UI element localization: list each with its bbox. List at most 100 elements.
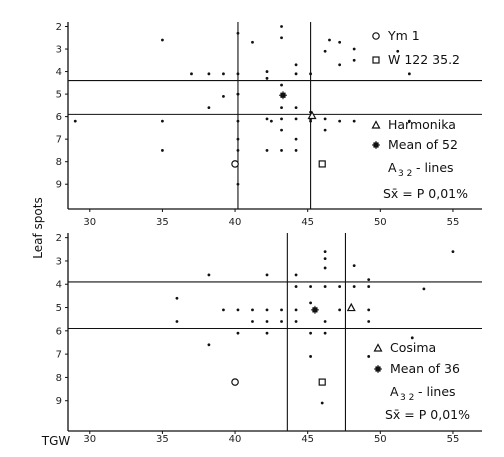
x-axis-label: TGW xyxy=(41,434,71,448)
data-point xyxy=(309,301,312,305)
data-point xyxy=(236,92,240,96)
data-point xyxy=(338,119,342,123)
x-tick-label: 55 xyxy=(447,434,460,445)
x-tick-label: 40 xyxy=(229,217,242,228)
data-point xyxy=(280,308,283,312)
data-point xyxy=(309,355,312,358)
data-point xyxy=(265,70,269,73)
data-point xyxy=(323,320,327,323)
data-point xyxy=(309,285,312,288)
data-point xyxy=(309,331,312,335)
legend-label-subscript: 3 2 xyxy=(398,169,412,179)
triangle-point xyxy=(373,343,383,352)
data-point xyxy=(338,285,342,288)
data-point xyxy=(323,285,327,288)
data-point xyxy=(338,308,342,312)
data-point xyxy=(251,320,254,323)
data-point xyxy=(207,273,211,277)
triangle-point xyxy=(346,302,356,312)
y-tick-label: 4 xyxy=(56,280,62,291)
legend-label: A xyxy=(390,384,399,399)
data-point xyxy=(207,106,211,110)
data-point xyxy=(367,278,371,281)
data-point xyxy=(323,128,327,132)
data-point xyxy=(222,94,225,98)
x-tick-label: 50 xyxy=(374,217,387,228)
data-point xyxy=(161,38,164,42)
data-point xyxy=(396,49,400,53)
x-tick-label: 30 xyxy=(83,434,96,445)
y-axis-label: Leaf spots xyxy=(31,197,45,258)
open-square-point xyxy=(372,56,380,64)
y-tick-label: 4 xyxy=(56,67,62,78)
data-point xyxy=(251,40,254,44)
data-point xyxy=(294,63,298,67)
y-tick-label: 6 xyxy=(56,112,62,123)
bottom-data-points xyxy=(175,250,455,405)
data-point xyxy=(294,308,298,312)
data-point xyxy=(294,137,298,141)
data-point xyxy=(294,106,298,110)
data-point xyxy=(236,72,240,76)
x-tick-label: 45 xyxy=(301,434,314,445)
data-point xyxy=(280,128,283,132)
data-point xyxy=(422,287,426,291)
data-point xyxy=(265,273,269,277)
y-tick-label: 9 xyxy=(56,396,62,407)
y-tick-label: 8 xyxy=(56,373,62,384)
y-tick-label: 5 xyxy=(56,303,62,314)
open-circle-point xyxy=(231,378,239,386)
data-point xyxy=(265,331,269,335)
x-tick-label: 30 xyxy=(83,217,96,228)
open-square-point xyxy=(318,378,326,386)
data-point xyxy=(352,47,356,51)
x-tick-label: 40 xyxy=(229,434,242,445)
data-point xyxy=(323,266,327,270)
y-tick-label: 7 xyxy=(56,350,62,361)
data-point xyxy=(352,264,356,268)
data-point xyxy=(328,38,331,42)
data-point xyxy=(294,320,298,323)
data-point xyxy=(294,285,298,288)
data-point xyxy=(190,72,193,76)
y-tick-label: 3 xyxy=(56,45,62,56)
data-point xyxy=(236,331,240,335)
data-point xyxy=(236,182,240,186)
data-point xyxy=(222,308,225,312)
star-point xyxy=(310,305,319,314)
y-tick-label: 9 xyxy=(56,180,62,191)
y-tick-label: 2 xyxy=(56,22,62,33)
data-point xyxy=(323,250,327,254)
data-point xyxy=(207,72,211,76)
data-point xyxy=(323,117,327,121)
data-point xyxy=(309,119,312,123)
data-point xyxy=(367,285,371,288)
data-point xyxy=(265,320,269,323)
data-point xyxy=(294,273,298,277)
data-point xyxy=(280,83,283,87)
data-point xyxy=(320,401,324,405)
data-point xyxy=(161,119,164,123)
data-point xyxy=(338,63,342,67)
data-point xyxy=(407,72,411,76)
legend-label-subscript: 3 2 xyxy=(400,393,414,403)
data-point xyxy=(352,119,356,123)
data-point xyxy=(236,137,240,141)
open-circle-point xyxy=(231,160,239,168)
data-point xyxy=(323,257,327,261)
data-point xyxy=(280,149,283,152)
legend-label: Sx̄ = P 0,01% xyxy=(383,186,468,201)
data-point xyxy=(175,296,179,300)
data-point xyxy=(175,320,179,323)
legend-label-suffix: - lines xyxy=(418,384,456,399)
data-point xyxy=(265,149,269,152)
data-point xyxy=(323,331,327,335)
data-point xyxy=(338,40,342,44)
data-point xyxy=(352,285,356,288)
star-point xyxy=(372,141,380,149)
data-point xyxy=(309,72,312,76)
open-circle-point xyxy=(372,32,380,40)
data-point xyxy=(236,149,240,152)
data-point xyxy=(280,36,283,40)
